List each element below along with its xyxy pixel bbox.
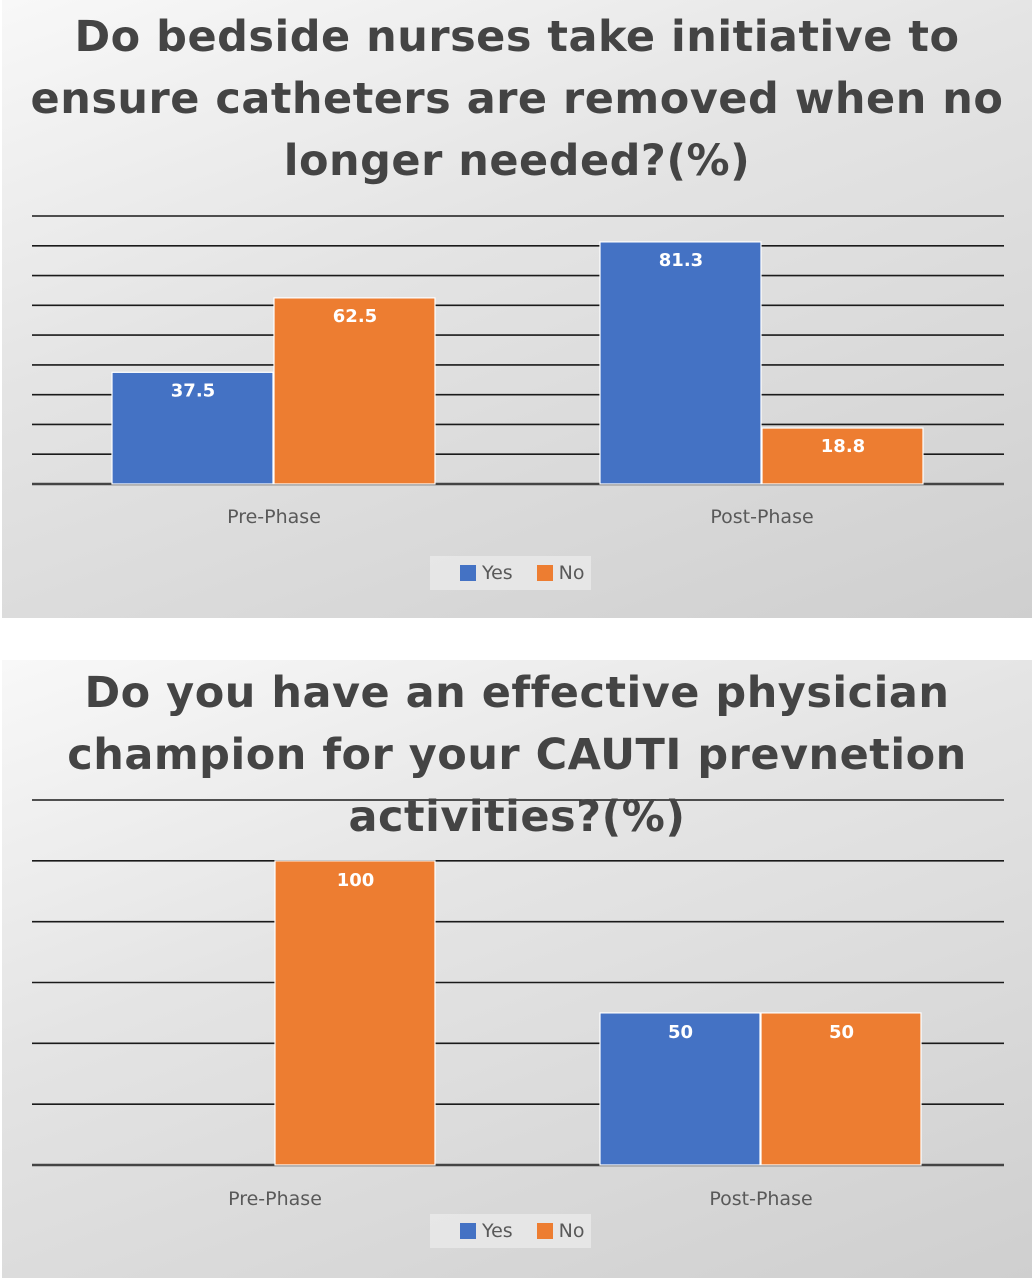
chart-plot-physician-champion: 100 Pre-Phase 50 50 Post-Phase [32,799,1004,1210]
data-label-no-pre-phase: 100 [337,870,375,891]
legend-item-yes: Yes [460,1220,513,1242]
legend-label-yes: Yes [482,562,513,584]
chart-title-catheter-removal: Do bedside nurses take initiative to ens… [30,12,1004,186]
legend-item-no: No [536,562,585,584]
bar-yes-pre-phase [111,371,274,485]
category-label-post-phase: Post-Phase [710,506,813,528]
legend-item-yes: Yes [460,562,513,584]
chart-title-physician-champion: Do you have an effective physician champ… [67,668,967,842]
legend-item-no: No [536,1220,585,1242]
legend-swatch-no [536,565,553,581]
bar-no-post-phase [760,1012,922,1166]
bar-yes-post-phase [599,1012,761,1166]
chart-panel-physician-champion: 100 Pre-Phase 50 50 Post-Phase Do you have a… [2,660,1032,1278]
legend-label-yes: Yes [482,1220,513,1242]
data-label-yes-pre-phase: 37.5 [171,380,215,401]
legend-swatch-no [536,1223,553,1239]
bar-yes-post-phase [599,241,762,485]
chart-legend: Yes No [430,1214,591,1248]
data-label-no-pre-phase: 62.5 [333,306,377,327]
bar-no-post-phase [761,427,924,485]
data-label-no-post-phase: 18.8 [821,436,865,457]
bar-no-pre-phase [274,860,436,1166]
data-label-yes-post-phase: 81.3 [659,250,703,271]
category-label-post-phase: Post-Phase [709,1188,812,1210]
category-label-pre-phase: Pre-Phase [227,506,321,528]
legend-swatch-yes [460,1223,476,1239]
category-label-pre-phase: Pre-Phase [228,1188,322,1210]
legend-swatch-yes [460,565,476,581]
bar-no-pre-phase [273,297,436,485]
legend-label-no: No [558,1220,585,1242]
data-label-no-post-phase: 50 [829,1022,854,1043]
legend-label-no: No [558,562,585,584]
chart-legend: Yes No [430,556,591,590]
chart-plot-catheter-removal: 37.5 62.5 Pre-Phase 81.3 18.8 Post-Phase [32,215,1004,528]
chart-panel-catheter-removal: 37.5 62.5 Pre-Phase 81.3 18.8 Post-Phase Do b… [2,0,1032,618]
data-label-yes-post-phase: 50 [668,1022,693,1043]
